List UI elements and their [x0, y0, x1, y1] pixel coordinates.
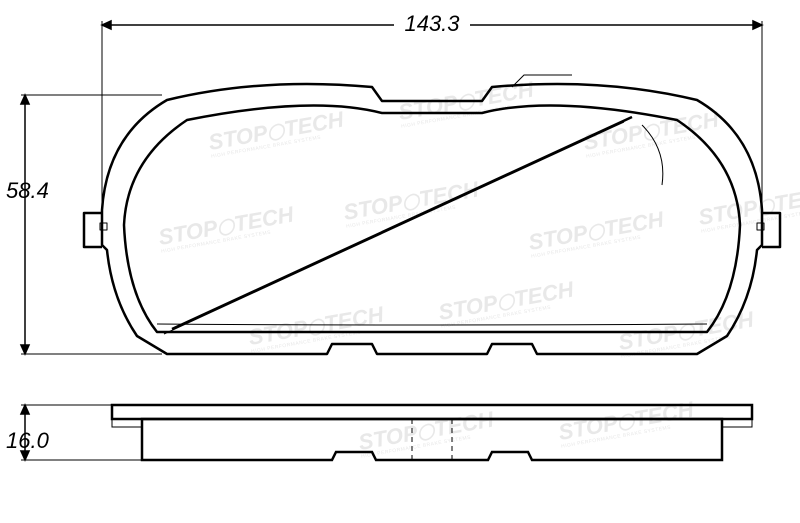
dim-thickness-label: 16.0: [6, 428, 50, 453]
watermark-layer: STOP◯TECHHIGH PERFORMANCE BRAKE SYSTEMSS…: [157, 76, 800, 459]
svg-text:16.0: 16.0: [6, 428, 50, 453]
dim-height-label: 58.4: [6, 178, 49, 203]
dimension-lines: [21, 21, 762, 460]
svg-text:58.4: 58.4: [6, 178, 49, 203]
svg-text:143.3: 143.3: [404, 11, 460, 36]
dim-width-label: 143.3: [404, 11, 460, 36]
technical-drawing: STOP◯TECHHIGH PERFORMANCE BRAKE SYSTEMSS…: [0, 0, 800, 523]
